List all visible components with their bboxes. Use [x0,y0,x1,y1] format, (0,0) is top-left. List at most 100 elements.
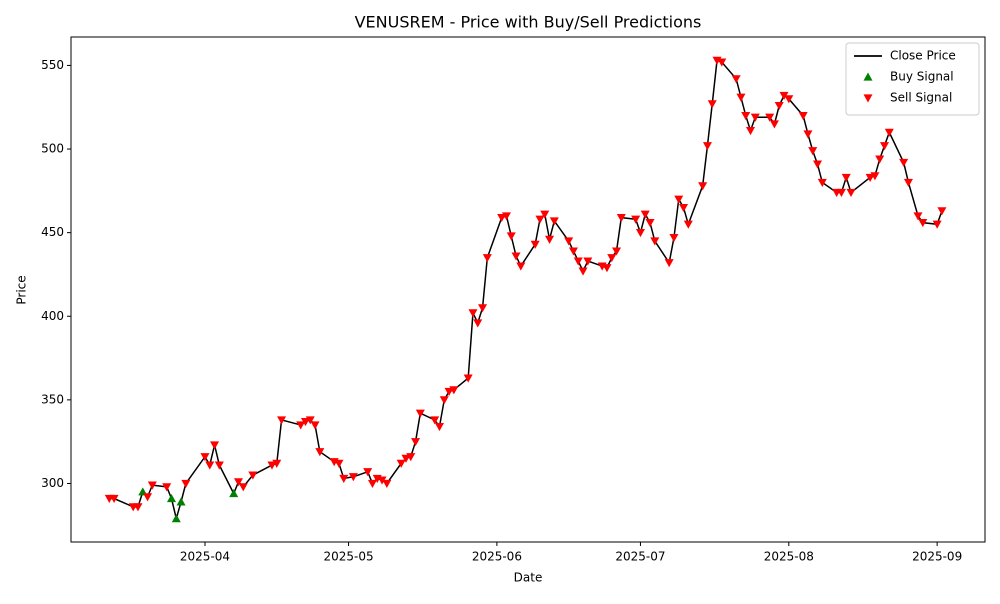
sell-marker [415,409,425,418]
sell-marker [702,142,712,151]
sell-marker [449,386,459,395]
sell-marker [147,481,157,490]
x-axis-label: Date [514,571,543,585]
sell-marker [841,173,851,182]
buy-marker [171,514,181,523]
sell-marker [511,252,521,261]
sell-marker [267,461,277,470]
sell-marker [774,101,784,111]
sell-marker [717,58,727,67]
y-axis-label: Price [15,275,29,304]
sell-marker [181,479,191,488]
sell-marker [664,259,674,268]
sell-marker [784,95,794,104]
sell-marker [430,416,440,425]
sell-marker [162,483,172,492]
sell-marker [564,237,574,246]
sell-marker [903,178,913,187]
sell-marker [401,454,411,463]
legend-box [845,42,980,116]
sell-marker [382,479,392,488]
sell-marker [205,461,215,470]
sell-marker [669,234,679,243]
sell-marker [937,207,947,216]
sell-marker [568,247,578,256]
sell-marker [530,240,540,249]
buy-marker [166,494,176,503]
sell-marker [506,232,516,241]
sell-marker [870,172,880,181]
sell-marker [650,237,660,246]
sell-marker [444,387,454,397]
x-tick-label: 2025-07 [615,550,665,564]
sell-marker [463,374,473,383]
sell-marker [913,212,923,221]
sell-marker [836,188,846,198]
sell-marker [746,127,756,136]
sell-marker [612,247,622,256]
sell-marker [310,421,320,430]
sell-marker [468,309,478,318]
sell-marker [769,120,779,129]
sell-marker [674,195,684,204]
sell-marker [631,215,641,224]
sell-marker [817,178,827,187]
sell-marker [899,158,909,167]
buy-marker [176,497,186,506]
legend-label: Buy Signal [890,70,954,84]
legend-item: Buy Signal [863,70,954,84]
sell-marker [497,213,507,223]
sell-marker [779,91,789,101]
sell-marker [296,421,306,430]
sell-marker [750,113,760,122]
x-tick-label: 2025-08 [764,550,814,564]
y-tick-label: 350 [41,392,64,406]
sell-marker [411,438,421,447]
sell-marker [884,128,894,137]
legend-label: Sell Signal [890,91,952,105]
sell-marker [932,220,942,229]
sell-marker [348,473,358,482]
sell-marker [798,111,808,121]
sell-marker [535,215,545,224]
buy-marker [229,489,239,498]
y-tick-label: 500 [41,142,64,156]
sell-marker [363,468,373,477]
sell-marker [434,423,444,432]
sell-marker [602,264,612,273]
sell-marker [214,461,224,470]
sell-marker [109,494,119,504]
x-tick-label: 2025-05 [323,550,373,564]
sell-marker [645,219,655,228]
sell-marker [439,396,449,405]
sell-marker [707,100,717,109]
sell-marker [698,182,708,191]
x-tick-label: 2025-06 [472,550,522,564]
sell-marker [765,113,775,122]
sell-marker [583,257,593,266]
sell-marker [918,219,928,228]
y-tick-label: 300 [41,476,64,490]
sell-marker [406,453,416,462]
legend-item: Sell Signal [863,91,952,105]
chart-title: VENUSREM - Price with Buy/Sell Predictio… [355,13,702,32]
legend-swatch [863,94,873,103]
sell-marker [808,147,818,156]
sell-marker [248,471,258,480]
sell-marker [367,479,377,488]
sell-marker [272,459,282,468]
sell-marker [545,235,555,244]
sell-marker [803,130,813,139]
sell-marker [683,220,693,229]
x-tick-label: 2025-04 [180,550,230,564]
legend-item: Close Price [854,49,956,63]
sell-marker [679,203,689,213]
sell-marker [200,453,210,462]
y-tick-label: 450 [41,225,64,239]
sell-marker [813,160,823,169]
sell-marker [516,262,526,271]
sell-marker [238,483,248,492]
